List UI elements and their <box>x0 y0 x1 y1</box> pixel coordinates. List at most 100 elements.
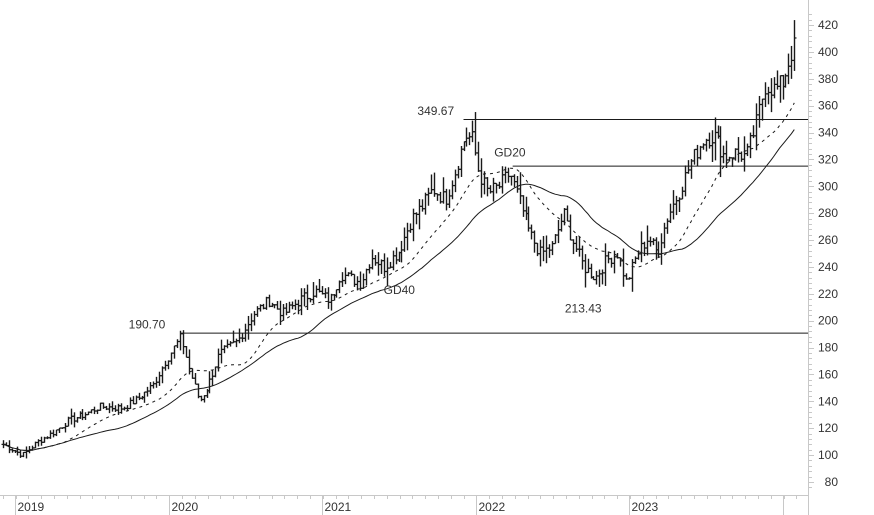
ohlc-bar <box>509 175 514 186</box>
ohlc-bar <box>651 238 656 246</box>
ohlc-bar <box>606 251 611 264</box>
ohlc-bar <box>757 95 762 128</box>
ohlc-bar <box>541 236 546 262</box>
ohlc-bar <box>379 259 384 274</box>
x-tick-label-2022: 2022 <box>479 500 506 514</box>
ohlc-bar <box>692 148 697 165</box>
ohlc-bar <box>423 192 428 215</box>
ohlc-bar <box>503 166 508 184</box>
y-tick-label-300: 300 <box>818 179 838 193</box>
ohlc-bar <box>83 412 88 420</box>
ohlc-bar <box>778 75 783 103</box>
ohlc-bar <box>405 222 410 251</box>
ohlc-bar <box>748 132 753 159</box>
y-tick-label-180: 180 <box>818 341 838 355</box>
ohlc-bar <box>172 345 177 359</box>
x-axis: 2019 2020 2021 2022 2023 <box>0 495 808 515</box>
ohlc-bar <box>736 137 741 163</box>
ohlc-bar <box>482 171 487 195</box>
ohlc-bar <box>370 249 375 270</box>
ohlc-bar <box>364 268 369 286</box>
ohlc-bar <box>72 412 77 428</box>
ohlc-bar <box>281 304 286 321</box>
ohlc-bar <box>674 195 679 216</box>
ohlc-bar <box>580 245 585 270</box>
ohlc-bar <box>385 257 390 287</box>
ohlc-bar <box>299 288 304 316</box>
ohlc-bar <box>128 397 133 410</box>
ohlc-bar <box>467 132 472 146</box>
ohlc-bar <box>532 230 537 253</box>
ohlc-bar <box>600 269 605 285</box>
ohlc-bar <box>394 247 399 265</box>
y-tick-label-260: 260 <box>818 233 838 247</box>
ohlc-bar <box>101 402 106 409</box>
ohlc-bar <box>597 269 602 287</box>
ohlc-bar <box>181 330 186 355</box>
y-tick-label-420: 420 <box>818 18 838 32</box>
ohlc-bar <box>786 53 791 85</box>
ohlc-bar <box>565 205 570 222</box>
chart-annotations: 349.67 GD20 GD40 213.43 190.70 <box>129 104 602 332</box>
y-tick-label-400: 400 <box>818 45 838 59</box>
ohlc-bar <box>169 352 174 365</box>
x-tick-label-2019: 2019 <box>18 500 45 514</box>
annotation-gd40: GD40 <box>384 283 416 297</box>
ohlc-bar <box>275 301 280 310</box>
ohlc-bar <box>556 219 561 244</box>
ohlc-bar <box>583 254 588 288</box>
ohlc-bar <box>568 214 573 241</box>
ohlc-bar <box>518 172 523 205</box>
ohlc-bar <box>98 402 103 411</box>
ohlc-bar <box>515 175 520 193</box>
ohlc-bar <box>184 346 189 358</box>
ohlc-bar <box>612 250 617 274</box>
ohlc-bar <box>713 117 718 161</box>
ohlc-bar <box>213 366 218 378</box>
ohlc-bar <box>453 169 458 193</box>
ohlc-bar <box>724 140 729 169</box>
ohlc-bar <box>671 190 676 220</box>
ohlc-bar <box>695 144 700 167</box>
ohlc-bar <box>243 323 248 342</box>
ohlc-bar <box>450 180 455 200</box>
ohlc-bar <box>249 313 254 332</box>
ohlc-bar <box>491 177 496 202</box>
ohlc-bar <box>190 367 195 379</box>
ohlc-bar <box>131 396 136 405</box>
y-tick-label-380: 380 <box>818 72 838 86</box>
x-tick-label-2023: 2023 <box>632 500 659 514</box>
ohlc-bar <box>668 203 673 224</box>
ohlc-bar <box>754 103 759 151</box>
y-tick-label-100: 100 <box>818 448 838 462</box>
ohlc-bar <box>24 446 29 459</box>
ohlc-bar <box>763 82 768 108</box>
ohlc-bar <box>367 264 372 274</box>
ohlc-bar <box>296 299 301 315</box>
ohlc-bar <box>680 186 685 200</box>
ohlc-bar <box>429 174 434 194</box>
ohlc-bar <box>373 255 378 266</box>
ohlc-bar <box>701 143 706 150</box>
ohlc-bar <box>521 195 526 217</box>
gd20-line <box>2 102 795 451</box>
ohlc-bar <box>137 392 142 401</box>
ohlc-bar <box>92 406 97 415</box>
ohlc-bar <box>107 403 112 414</box>
ohlc-bar <box>479 158 484 198</box>
annotation-213-43: 213.43 <box>565 302 602 316</box>
ohlc-bar <box>51 429 56 438</box>
ohlc-bar <box>485 177 490 197</box>
ohlc-bar <box>340 272 345 287</box>
horizontal-levels <box>180 119 808 334</box>
ohlc-bar <box>639 231 644 263</box>
ohlc-bar <box>246 315 251 340</box>
ohlc-bar <box>48 430 53 439</box>
ohlc-bar <box>219 339 224 364</box>
ohlc-bar <box>745 143 750 157</box>
y-tick-label-340: 340 <box>818 126 838 140</box>
ohlc-bar <box>721 145 726 164</box>
x-tick-label-2021: 2021 <box>325 500 352 514</box>
